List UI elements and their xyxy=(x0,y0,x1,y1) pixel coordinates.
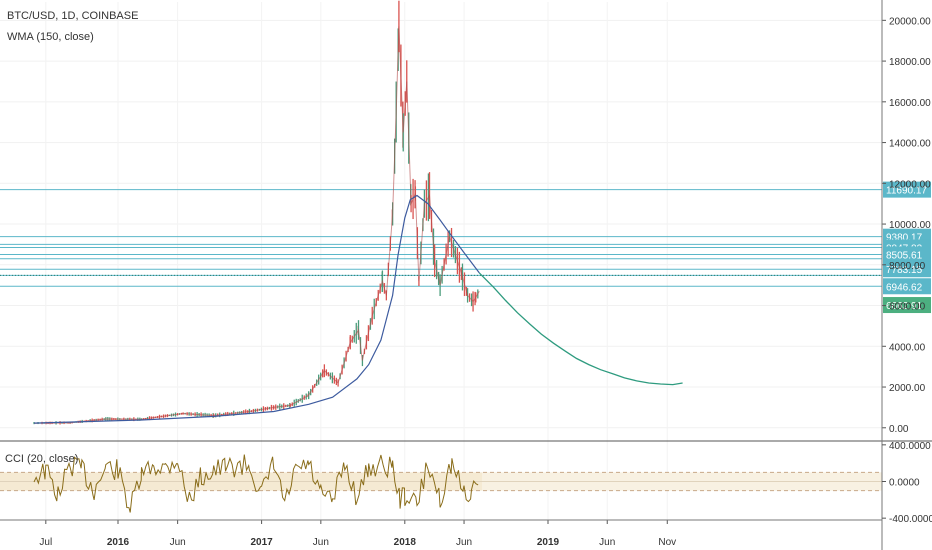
wma-line xyxy=(33,194,480,424)
y-tick-label: 14000.00 xyxy=(889,139,931,150)
level-price-box xyxy=(883,261,931,278)
level-price-box xyxy=(883,278,931,295)
last-price-label: 6662.91 xyxy=(886,301,923,312)
y-tick-label: 6000.00 xyxy=(889,302,926,313)
y-tick-label: 4000.00 xyxy=(889,342,926,353)
x-tick-label: 2018 xyxy=(394,537,417,548)
x-tick-label: Jun xyxy=(599,537,615,548)
x-tick-label: Jun xyxy=(170,537,186,548)
price-series-group: 6662.91 xyxy=(33,0,931,425)
cci-panel xyxy=(0,454,882,513)
y-tick-label: 0.00 xyxy=(889,424,909,435)
y-tick-label: 12000.00 xyxy=(889,179,931,190)
cci-title: CCI (20, close) xyxy=(5,453,78,465)
indicator-label: WMA (150, close) xyxy=(7,31,94,43)
level-price-label: 11690.17 xyxy=(886,186,927,197)
level-price-box xyxy=(883,246,931,263)
y-tick-label: 8000.00 xyxy=(889,261,926,272)
cci-line xyxy=(33,454,479,513)
cci-y-tick-label: 400.0000 xyxy=(889,441,931,452)
y-tick-label: 16000.00 xyxy=(889,98,931,109)
level-price-box xyxy=(883,181,931,198)
y-tick-label: 20000.00 xyxy=(889,16,931,27)
x-tick-label: Jun xyxy=(456,537,472,548)
y-tick-label: 18000.00 xyxy=(889,57,931,68)
level-price-label: 7783.15 xyxy=(886,265,923,276)
x-tick-label: Jul xyxy=(39,537,52,548)
x-tick-label: 2019 xyxy=(537,537,560,548)
y-tick-label: 10000.00 xyxy=(889,220,931,231)
cci-y-tick-label: 0.0000 xyxy=(889,478,920,489)
level-price-label: 9380.17 xyxy=(886,233,923,244)
x-tick-label: 2016 xyxy=(107,537,130,548)
level-price-label: 8505.61 xyxy=(886,250,923,261)
grid xyxy=(0,2,882,520)
projection-curve xyxy=(478,272,683,386)
symbol-title: BTC/USD, 1D, COINBASE xyxy=(7,10,138,22)
last-price-box xyxy=(883,297,931,314)
x-tick-label: 2017 xyxy=(250,537,273,548)
price-line xyxy=(33,26,480,424)
cci-y-tick-label: -400.0000 xyxy=(889,514,932,525)
y-tick-label: 2000.00 xyxy=(889,383,926,394)
level-price-label: 6946.62 xyxy=(886,282,923,293)
horizontal-levels: 11690.179380.178847.838505.617783.156946… xyxy=(0,181,931,295)
x-tick-label: Jun xyxy=(313,537,329,548)
x-tick-label: Nov xyxy=(658,537,676,548)
